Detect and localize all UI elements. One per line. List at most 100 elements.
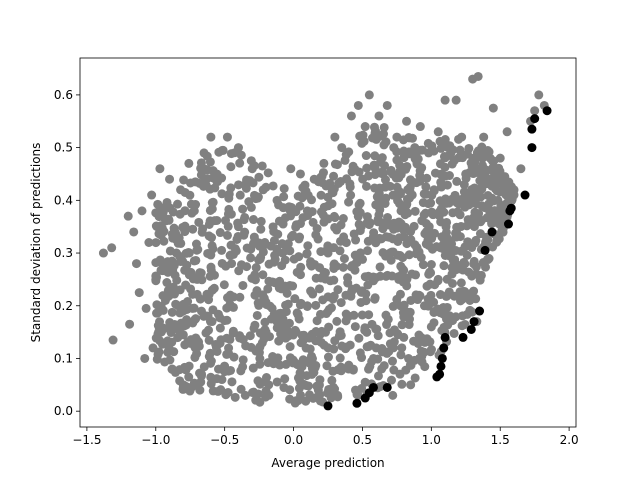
series-0-point-66 [402, 116, 412, 126]
cloud-point-1033 [375, 262, 385, 272]
cloud-point-632 [405, 307, 415, 317]
cloud-point-1384 [254, 172, 264, 182]
cloud-point-1192 [204, 219, 214, 229]
cloud-point-1078 [412, 242, 422, 252]
cloud-point-1266 [171, 234, 181, 244]
plot-frame [79, 57, 577, 428]
cloud-point-1362 [189, 378, 199, 388]
cloud-point-1199 [241, 183, 251, 193]
cloud-point-382 [183, 297, 193, 307]
cloud-point-753 [386, 255, 396, 265]
cloud-point-1376 [303, 241, 313, 251]
cloud-point-1238 [321, 181, 331, 191]
series-0-point-51 [333, 390, 343, 400]
cloud-point-1205 [471, 209, 481, 219]
cloud-point-1226 [309, 367, 319, 377]
cloud-point-636 [364, 310, 374, 320]
cloud-point-1349 [432, 242, 442, 252]
cloud-point-1093 [347, 261, 357, 271]
y-tick-label-1: 0.1 [54, 351, 73, 365]
cloud-point-518 [234, 180, 244, 190]
cloud-point-1165 [476, 192, 486, 202]
cloud-point-1074 [324, 322, 334, 332]
cloud-point-1352 [369, 122, 379, 132]
cloud-point-615 [350, 322, 360, 332]
cloud-point-572 [332, 316, 342, 326]
cloud-point-1077 [207, 233, 217, 243]
cloud-point-606 [422, 173, 432, 183]
y-tick-label-4: 0.4 [54, 193, 73, 207]
cloud-point-336 [387, 356, 397, 366]
series-0-point-42 [286, 164, 296, 174]
cloud-point-1351 [426, 268, 436, 278]
cloud-point-1100 [346, 190, 356, 200]
series-1-point-22 [527, 143, 537, 153]
cloud-point-1286 [380, 221, 390, 231]
series-0-point-97 [433, 274, 443, 284]
series-0-point-39 [264, 380, 274, 390]
series-0-point-96 [426, 322, 436, 332]
series-1-point-23 [527, 124, 537, 134]
cloud-point-887 [286, 232, 296, 242]
series-0-point-21 [171, 248, 181, 258]
x-tick-label-1: −1.0 [141, 433, 170, 447]
cloud-point-1394 [382, 320, 392, 330]
cloud-point-1117 [305, 344, 315, 354]
cloud-point-1267 [285, 342, 295, 352]
series-0-point-20 [167, 364, 177, 374]
cloud-point-200 [402, 281, 412, 291]
cloud-point-935 [424, 240, 434, 250]
cloud-point-1098 [414, 330, 424, 340]
cloud-point-1152 [388, 190, 398, 200]
cloud-point-1016 [191, 314, 201, 324]
series-0-point-56 [353, 100, 363, 110]
series-0-point-107 [233, 222, 243, 232]
series-0-point-71 [424, 148, 434, 158]
series-0-point-91 [530, 106, 540, 116]
cloud-point-888 [185, 178, 195, 188]
cloud-point-1021 [281, 333, 291, 343]
series-0-point-4 [125, 319, 135, 329]
cloud-point-973 [462, 250, 472, 260]
series-0-point-75 [440, 95, 450, 105]
x-tick-label-4: 0.5 [353, 433, 372, 447]
series-0-point-52 [337, 143, 347, 153]
series-0-point-34 [233, 143, 243, 153]
series-1-point-0 [323, 401, 333, 411]
cloud-point-735 [475, 176, 485, 186]
cloud-point-851 [400, 222, 410, 232]
x-axis-label: Average prediction [271, 456, 384, 470]
cloud-point-792 [293, 191, 303, 201]
cloud-point-1383 [320, 268, 330, 278]
cloud-point-1044 [375, 205, 385, 215]
cloud-point-1214 [291, 207, 301, 217]
cloud-point-1235 [374, 233, 384, 243]
cloud-point-872 [384, 232, 394, 242]
cloud-point-649 [404, 320, 414, 330]
cloud-point-1223 [364, 364, 374, 374]
cloud-point-995 [227, 377, 237, 387]
cloud-point-1011 [181, 248, 191, 258]
cloud-point-295 [311, 300, 321, 310]
series-0-point-64 [392, 132, 402, 142]
cloud-point-899 [464, 143, 474, 153]
series-0-point-29 [206, 132, 216, 142]
cloud-point-1215 [428, 229, 438, 239]
series-1-point-18 [503, 219, 513, 229]
cloud-point-1344 [396, 301, 406, 311]
y-tick-label-6: 0.6 [54, 88, 73, 102]
cloud-point-889 [370, 294, 380, 304]
cloud-point-1101 [190, 343, 200, 353]
series-1-point-12 [458, 332, 468, 342]
series-0-point-14 [151, 274, 161, 284]
cloud-point-1285 [197, 369, 207, 379]
cloud-point-1355 [486, 211, 496, 221]
series-0-point-80 [461, 169, 471, 179]
cloud-point-1369 [445, 236, 455, 246]
series-0-point-88 [509, 190, 519, 200]
y-tick-label-2: 0.2 [54, 299, 73, 313]
cloud-point-1264 [354, 167, 364, 177]
cloud-point-1392 [251, 263, 261, 273]
series-0-point-7 [134, 288, 144, 298]
cloud-point-1308 [301, 396, 311, 406]
